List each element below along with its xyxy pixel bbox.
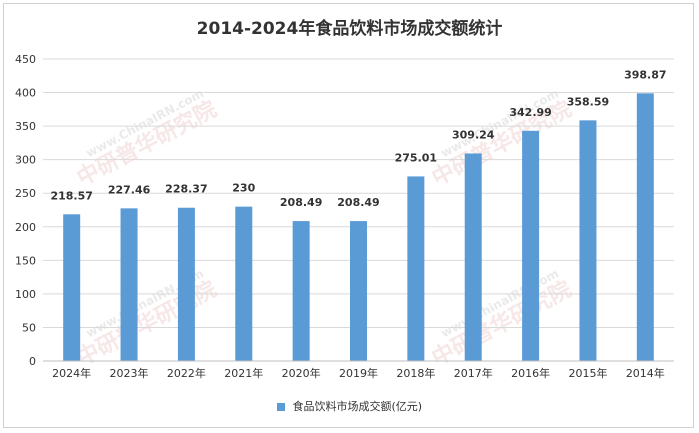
data-label: 342.99 (509, 106, 551, 119)
legend-swatch (276, 403, 285, 411)
bar (407, 176, 425, 361)
x-tick-label: 2023年 (110, 366, 149, 380)
y-tick-label: 200 (15, 221, 36, 234)
x-tick-label: 2016年 (511, 366, 550, 380)
y-tick-label: 50 (22, 321, 36, 334)
data-label: 228.37 (165, 183, 207, 196)
y-tick-label: 350 (15, 120, 36, 133)
y-tick-label: 100 (15, 288, 36, 301)
chart-frame (3, 3, 694, 428)
x-tick-label: 2018年 (396, 366, 435, 380)
x-tick-label: 2021年 (224, 366, 263, 380)
data-label: 230 (232, 182, 255, 195)
bar (350, 221, 367, 361)
x-tick-label: 2014年 (626, 366, 665, 380)
data-label: 398.87 (624, 68, 666, 81)
x-tick-label: 2020年 (282, 366, 321, 380)
bar (63, 214, 81, 361)
data-label: 218.57 (50, 189, 92, 202)
y-tick-label: 300 (15, 154, 36, 167)
bar (464, 153, 482, 361)
legend: 食品饮料市场成交额(亿元) (0, 398, 699, 414)
x-tick-label: 2017年 (454, 366, 493, 380)
y-tick-label: 0 (29, 355, 36, 368)
bar (522, 130, 540, 361)
data-label: 227.46 (108, 183, 151, 196)
data-label: 208.49 (337, 196, 379, 209)
x-tick-label: 2015年 (568, 366, 607, 380)
x-tick-label: 2019年 (339, 366, 378, 380)
x-tick-label: 2024年 (52, 366, 91, 380)
chart-title: 2014-2024年食品饮料市场成交额统计 (196, 19, 503, 39)
bar (177, 207, 195, 361)
y-tick-label: 250 (15, 187, 36, 200)
bar (636, 93, 654, 362)
data-label: 275.01 (395, 151, 437, 164)
data-label: 309.24 (452, 128, 495, 141)
bar (579, 120, 597, 361)
x-tick-label: 2022年 (167, 366, 206, 380)
data-label: 208.49 (280, 196, 322, 209)
legend-label: 食品饮料市场成交额(亿元) (292, 400, 423, 413)
y-tick-label: 450 (15, 53, 36, 66)
bar (292, 221, 310, 361)
y-tick-label: 150 (15, 254, 36, 267)
bar (120, 208, 138, 361)
y-tick-label: 400 (15, 87, 36, 100)
bar (235, 206, 253, 361)
data-label: 358.59 (567, 95, 609, 108)
